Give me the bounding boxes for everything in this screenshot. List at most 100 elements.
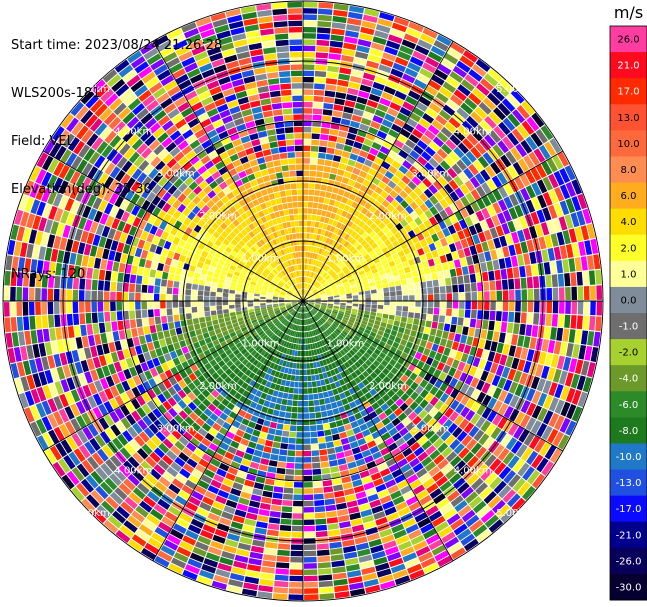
range-gate: [332, 478, 342, 486]
range-gate: [343, 226, 350, 233]
range-gate: [370, 544, 384, 554]
range-gate: [135, 301, 141, 310]
range-gate: [319, 216, 326, 223]
range-gate: [385, 546, 399, 556]
range-gate: [155, 347, 163, 357]
range-gate: [366, 60, 380, 69]
range-gate: [35, 402, 47, 418]
range-gate: [484, 291, 490, 301]
range-gate: [5, 332, 13, 348]
range-gate: [320, 127, 330, 135]
range-gate: [272, 390, 279, 397]
range-gate: [365, 301, 371, 305]
range-gate: [192, 239, 200, 248]
range-gate: [141, 403, 152, 415]
range-gate: [278, 359, 284, 366]
range-gate: [123, 520, 138, 533]
range-gate: [235, 307, 242, 312]
range-gate: [314, 70, 327, 78]
range-gate: [135, 284, 142, 293]
range-gate: [269, 355, 275, 362]
range-gate: [353, 323, 360, 329]
range-gate: [212, 319, 219, 325]
range-gate: [227, 242, 235, 250]
range-gate: [52, 461, 66, 477]
range-gate: [338, 130, 348, 138]
range-gate: [73, 448, 86, 463]
range-gate: [248, 289, 255, 294]
range-gate: [271, 326, 277, 332]
range-gate: [225, 368, 233, 376]
range-gate: [382, 208, 391, 217]
range-gate: [372, 81, 385, 91]
range-gate: [413, 256, 421, 264]
range-gate: [252, 366, 259, 374]
range-gate: [476, 83, 490, 96]
range-gate: [247, 441, 257, 449]
range-gate: [159, 372, 168, 382]
range-gate: [131, 510, 145, 523]
range-gate: [384, 301, 390, 306]
range-gate: [439, 403, 449, 414]
range-gate: [395, 213, 404, 222]
range-gate: [364, 307, 371, 312]
range-gate: [331, 233, 337, 240]
range-gate: [303, 258, 306, 264]
range-gate: [57, 340, 65, 353]
range-gate: [291, 532, 303, 538]
range-gate: [557, 314, 565, 328]
range-gate: [475, 446, 487, 459]
range-gate: [338, 163, 347, 171]
range-gate: [232, 482, 244, 491]
range-gate: [393, 529, 407, 540]
range-gate: [308, 400, 314, 407]
range-gate: [364, 434, 374, 443]
range-gate: [192, 205, 201, 215]
range-gate: [500, 508, 515, 523]
range-gate: [287, 315, 292, 321]
range-gate: [310, 310, 315, 316]
range-gate: [432, 153, 444, 164]
range-gate: [283, 334, 288, 341]
range-gate: [176, 546, 192, 558]
range-gate: [254, 423, 263, 431]
range-gate: [337, 366, 344, 373]
range-gate: [522, 466, 535, 481]
range-gate: [272, 335, 278, 341]
range-gate: [114, 340, 122, 351]
range-gate: [176, 518, 190, 529]
range-gate: [252, 359, 259, 366]
range-gate: [445, 316, 452, 324]
range-gate: [175, 425, 186, 435]
range-gate: [387, 412, 397, 422]
range-gate: [253, 352, 260, 359]
range-gate: [104, 238, 113, 250]
range-gate: [467, 455, 479, 468]
range-gate: [96, 247, 104, 259]
range-gate: [272, 441, 281, 449]
range-gate: [308, 195, 314, 202]
range-gate: [376, 284, 383, 289]
range-gate: [368, 238, 375, 246]
range-gate: [394, 258, 402, 265]
range-gate: [167, 250, 175, 259]
range-gate: [338, 464, 349, 472]
range-gate: [327, 303, 334, 306]
range-gate: [264, 548, 277, 555]
range-gate: [294, 350, 298, 357]
range-gate: [411, 324, 419, 332]
range-gate: [380, 447, 391, 456]
range-gate: [480, 329, 488, 340]
range-gate: [216, 292, 223, 297]
range-gate: [73, 265, 81, 278]
range-gate: [468, 425, 480, 438]
range-gate: [372, 200, 381, 209]
range-gate: [219, 517, 232, 526]
range-gate: [111, 321, 118, 332]
range-gate: [238, 335, 246, 342]
range-gate: [310, 343, 314, 350]
range-gate: [119, 447, 132, 460]
range-gate: [256, 328, 263, 334]
range-gate: [286, 328, 291, 335]
range-gate: [261, 310, 268, 315]
